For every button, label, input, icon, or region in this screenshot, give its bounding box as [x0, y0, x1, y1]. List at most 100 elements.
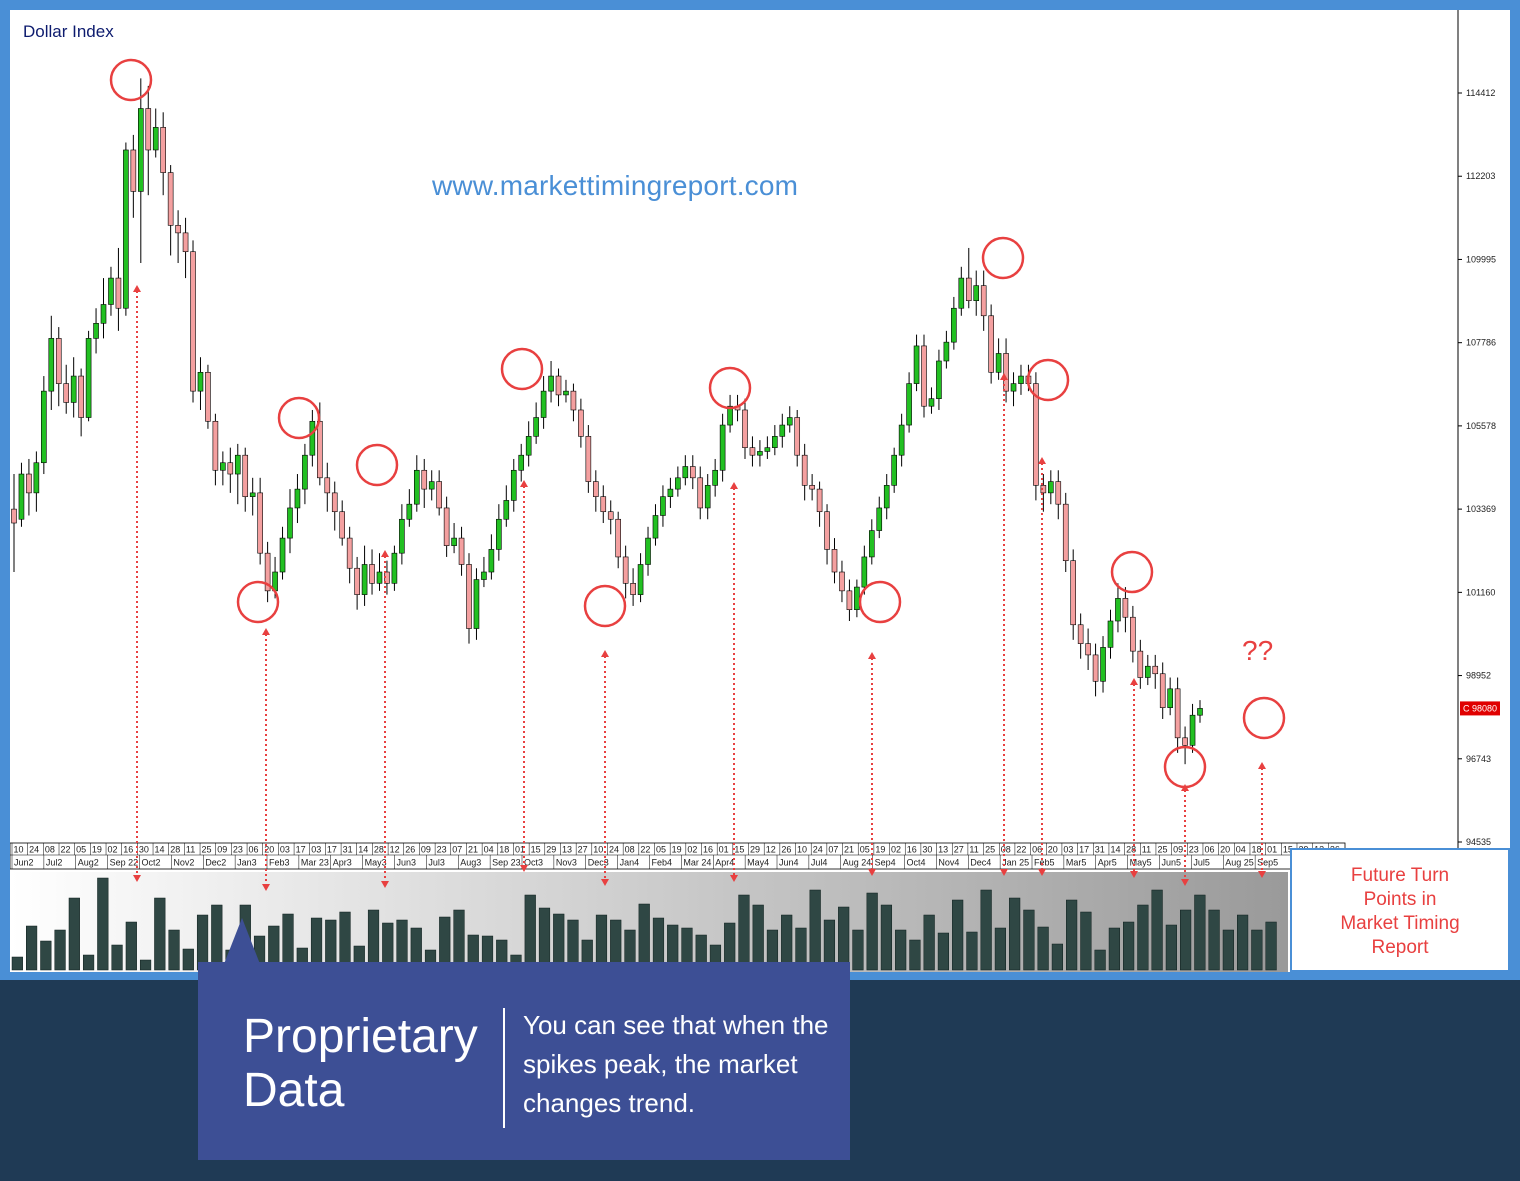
month-label-7: Jan3 [237, 858, 257, 868]
candle-body-82 [622, 556, 629, 584]
candle-body-127 [958, 277, 965, 309]
candle-body-37 [287, 507, 293, 539]
candle-47 [361, 545, 368, 606]
month-label-25: Jul4 [811, 858, 828, 868]
candle-2 [26, 458, 32, 516]
candle-body-44 [339, 511, 346, 539]
day-tick-label-11: 11 [186, 845, 195, 855]
month-label-27: Sep4 [875, 858, 896, 868]
candle-body-49 [376, 571, 383, 584]
turn-point-circle-5 [583, 584, 627, 628]
candle-124 [936, 349, 942, 410]
price-tick-label-8: 96743 [1466, 754, 1491, 764]
month-label-38: Aug 25 [1225, 858, 1254, 868]
candle-148 [1115, 583, 1121, 633]
card-heading: Proprietary Data [243, 1010, 478, 1117]
candle-body-93 [704, 485, 711, 509]
spike-arrow-head-down-10 [1181, 879, 1189, 886]
spike-arrow-head-up-6 [868, 652, 876, 659]
month-label-37: Jul5 [1193, 858, 1210, 868]
candle-body-33 [257, 492, 263, 554]
candle-64 [488, 534, 495, 580]
day-tick-label-56: 02 [891, 845, 901, 855]
candle-103 [779, 413, 786, 448]
day-tick-label-24: 12 [390, 845, 400, 855]
candle-14 [115, 247, 122, 331]
candle-3 [33, 451, 40, 512]
candle-39 [302, 443, 308, 505]
candle-body-115 [868, 530, 875, 558]
volume-bar-11 [168, 929, 180, 971]
volume-bar-56 [809, 889, 821, 971]
day-tick-label-32: 01 [515, 845, 525, 855]
spike-arrow-head-up-9 [1130, 678, 1138, 685]
volume-bar-80 [1151, 889, 1163, 971]
website-watermark[interactable]: www.markettimingreport.com [432, 170, 799, 201]
candle-body-92 [697, 477, 704, 509]
volume-bar-65 [937, 932, 950, 971]
day-tick-label-3: 22 [61, 845, 71, 855]
day-tick-label-2: 08 [45, 845, 55, 855]
candle-68 [518, 443, 525, 482]
chart-title: Dollar Index [23, 22, 114, 41]
candle-18 [145, 85, 152, 196]
day-tick-label-35: 13 [562, 845, 572, 855]
volume-bar-84 [1208, 909, 1220, 971]
candle-107 [809, 474, 815, 501]
price-tick-label-3: 107786 [1466, 338, 1496, 348]
candle-90 [682, 455, 689, 486]
spike-arrow-head-up-1 [262, 628, 270, 635]
candle-60 [458, 526, 465, 576]
price-tick-label-4: 105578 [1466, 421, 1496, 431]
day-tick-label-14: 23 [233, 845, 243, 855]
candle-body-131 [988, 315, 994, 373]
candle-0 [11, 474, 17, 573]
spike-arrow-head-down-0 [133, 875, 141, 882]
spike-arrow-head-up-5 [730, 482, 738, 489]
month-label-12: Jun3 [397, 858, 417, 868]
candle-155 [1167, 677, 1173, 716]
candle-body-24 [190, 251, 196, 392]
candle-body-53 [406, 503, 413, 520]
candle-body-153 [1152, 665, 1159, 675]
candle-body-102 [772, 436, 778, 448]
candle-21 [167, 165, 174, 256]
candle-127 [958, 266, 965, 316]
candle-body-122 [921, 345, 927, 407]
candle-body-3 [33, 462, 40, 494]
volume-bar-64 [923, 914, 935, 971]
candle-body-96 [727, 405, 733, 426]
candle-157 [1182, 726, 1188, 765]
spike-arrow-head-up-0 [133, 285, 141, 292]
candle-135 [1018, 364, 1024, 395]
volume-bar-74 [1066, 899, 1078, 971]
candle-body-25 [197, 371, 204, 392]
volume-bar-66 [952, 899, 964, 971]
spike-arrow-7 [1000, 373, 1008, 876]
spike-arrow-0 [133, 285, 141, 882]
candle-78 [593, 470, 599, 512]
candle-80 [607, 500, 614, 535]
spike-arrow-head-up-8 [1038, 457, 1046, 464]
volume-bar-3 [54, 929, 66, 971]
spike-arrow-1 [262, 628, 270, 891]
candle-body-95 [719, 424, 726, 471]
candle-23 [182, 217, 189, 279]
spike-arrow-head-up-4 [601, 650, 609, 657]
candle-body-6 [55, 338, 62, 384]
candle-body-94 [712, 469, 718, 486]
volume-bar-78 [1123, 921, 1135, 971]
candle-body-51 [391, 552, 398, 584]
candle-body-47 [361, 564, 368, 595]
day-tick-label-67: 03 [1063, 845, 1073, 855]
candle-100 [757, 440, 763, 467]
candle-145 [1092, 643, 1099, 697]
candle-body-152 [1144, 665, 1151, 678]
day-tick-label-54: 05 [860, 845, 870, 855]
candle-93 [704, 474, 711, 520]
candle-28 [220, 451, 226, 486]
candle-body-155 [1167, 688, 1173, 708]
volume-bar-73 [1051, 943, 1063, 971]
candle-131 [988, 304, 994, 384]
volume-bar-77 [1108, 927, 1120, 971]
